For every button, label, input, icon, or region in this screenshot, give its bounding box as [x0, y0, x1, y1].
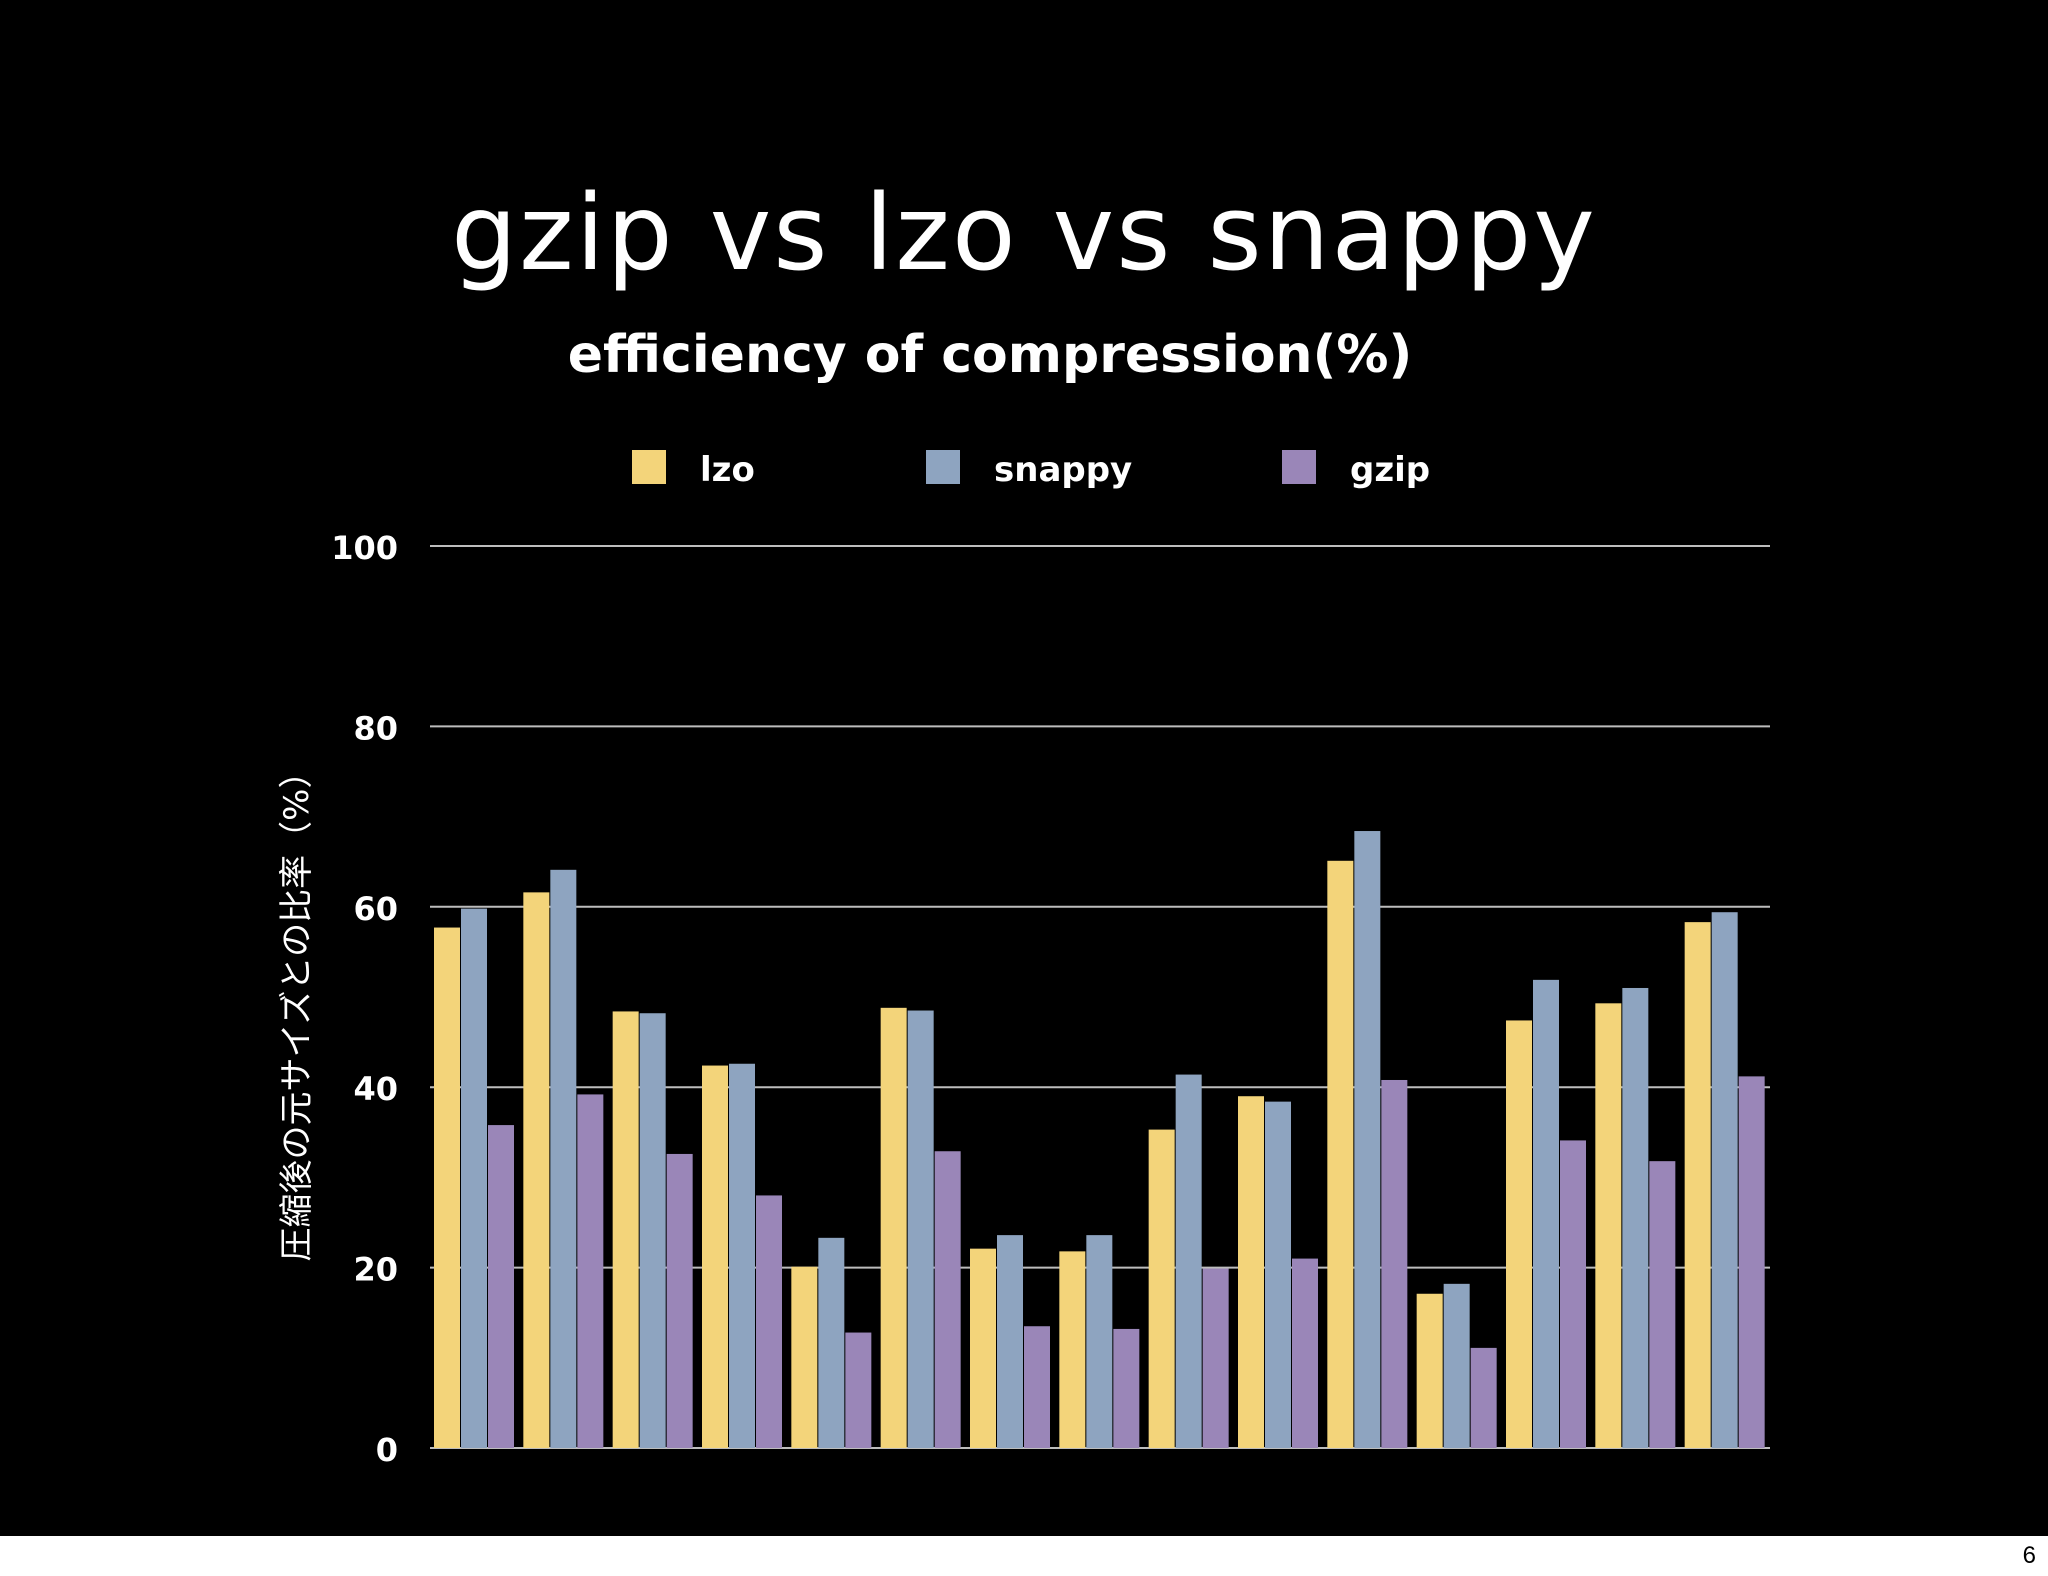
bar-lzo	[612, 1011, 639, 1448]
bar-snappy	[1354, 831, 1381, 1448]
bar-lzo	[1148, 1129, 1175, 1448]
bar-snappy	[550, 869, 577, 1448]
bar-lzo	[880, 1007, 907, 1448]
y-tick-label: 80	[353, 709, 398, 747]
bar-snappy	[1533, 979, 1559, 1448]
y-tick-label: 20	[353, 1251, 398, 1289]
legend-label-gzip: gzip	[1350, 450, 1430, 490]
bar-snappy	[1711, 912, 1738, 1448]
bar-gzip	[666, 1153, 693, 1448]
bar-gzip	[756, 1195, 782, 1448]
y-tick-label: 60	[353, 890, 398, 928]
y-tick-label: 100	[331, 529, 398, 567]
bar-snappy	[818, 1237, 845, 1448]
bar-snappy	[461, 908, 487, 1448]
bar-snappy	[639, 1013, 666, 1448]
bar-snappy	[1175, 1074, 1202, 1448]
bar-lzo	[970, 1248, 996, 1448]
bar-lzo	[1238, 1096, 1264, 1448]
compression-bar-chart: 0 20 40 60 80 100 圧縮後の元サイズとの比率（%） lzo snappy gzip	[277, 450, 1770, 1469]
bar-gzip	[1560, 1140, 1586, 1448]
slide-background: gzip vs lzo vs snappy efficiency of comp…	[0, 0, 2048, 1536]
legend-swatch-lzo	[632, 450, 666, 484]
bar-lzo	[523, 892, 550, 1448]
slide-title: gzip vs lzo vs snappy	[451, 172, 1597, 294]
y-axis-title: 圧縮後の元サイズとの比率（%）	[277, 755, 317, 1262]
legend-swatch-snappy	[926, 450, 960, 484]
bar-snappy	[1443, 1283, 1470, 1448]
y-tick-label: 40	[353, 1070, 398, 1108]
bar-gzip	[1113, 1328, 1140, 1448]
bar-snappy	[729, 1063, 755, 1448]
bar-gzip	[1649, 1161, 1676, 1448]
y-tick-label: 0	[376, 1431, 398, 1469]
bar-gzip	[1470, 1347, 1497, 1448]
bar-lzo	[791, 1266, 818, 1448]
bar-lzo	[702, 1065, 728, 1448]
bar-gzip	[1738, 1076, 1765, 1448]
bar-gzip	[1202, 1268, 1229, 1448]
bar-gzip	[1292, 1258, 1318, 1448]
page-number: 6	[2022, 1542, 2036, 1569]
bar-lzo	[1416, 1293, 1443, 1448]
bar-gzip	[1024, 1326, 1050, 1448]
bar-gzip	[1381, 1079, 1408, 1448]
chart-title: efficiency of compression(%)	[567, 325, 1413, 385]
bar-gzip	[845, 1332, 872, 1448]
legend-swatch-gzip	[1282, 450, 1316, 484]
bar-gzip	[934, 1151, 961, 1448]
bar-snappy	[907, 1010, 934, 1448]
legend-label-lzo: lzo	[700, 450, 755, 490]
bar-gzip	[577, 1094, 604, 1448]
bar-snappy	[1265, 1101, 1291, 1448]
bar-lzo	[1506, 1020, 1532, 1448]
bar-lzo	[1059, 1251, 1086, 1448]
bar-lzo	[434, 927, 460, 1448]
bar-lzo	[1595, 1003, 1622, 1448]
bar-lzo	[1327, 860, 1354, 1448]
bar-gzip	[488, 1125, 514, 1448]
bar-snappy	[997, 1235, 1023, 1448]
bar-snappy	[1622, 987, 1649, 1448]
bar-snappy	[1086, 1235, 1113, 1448]
bar-lzo	[1684, 922, 1711, 1448]
legend-label-snappy: snappy	[994, 450, 1132, 490]
